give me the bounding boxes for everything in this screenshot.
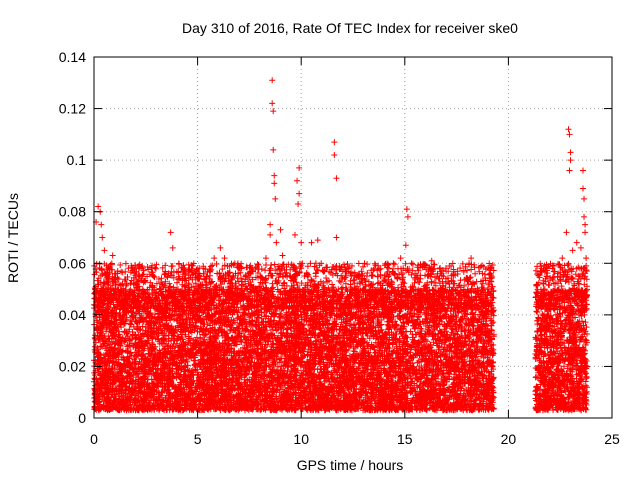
- x-tick-label: 5: [194, 431, 202, 447]
- roti-outlier-point: [101, 247, 108, 254]
- roti-outlier-point: [583, 255, 590, 262]
- roti-outlier-point: [267, 221, 274, 228]
- roti-outlier-point: [295, 200, 302, 207]
- roti-outlier-point: [333, 234, 340, 241]
- roti-outlier-point: [269, 100, 276, 107]
- roti-outlier-point: [99, 234, 106, 241]
- x-tick-label: 25: [604, 431, 620, 447]
- roti-outlier-point: [314, 237, 321, 244]
- y-axis-label: ROTI / TECUs: [5, 193, 21, 283]
- y-tick-label: 0.04: [59, 307, 86, 323]
- roti-outlier-point: [128, 262, 135, 269]
- roti-outlier-point: [581, 195, 588, 202]
- roti-outlier-point: [169, 244, 176, 251]
- roti-outlier-point: [566, 167, 573, 174]
- y-tick-label: 0: [78, 410, 86, 426]
- roti-outlier-point: [298, 239, 305, 246]
- axis-ticks: 0 0.02 0.04 0.06 0.08 0.1 0.12 0.14 0 5 10 15 20 25: [59, 49, 620, 447]
- roti-outlier-point: [273, 239, 280, 246]
- x-tick-label: 0: [90, 431, 98, 447]
- roti-outlier-point: [308, 239, 315, 246]
- roti-outlier-point: [95, 203, 102, 210]
- roti-outlier-point: [402, 242, 409, 249]
- roti-outlier-point: [291, 231, 298, 238]
- roti-outlier-point: [573, 239, 580, 246]
- y-tick-label: 0.14: [59, 49, 86, 65]
- plot-frame: [93, 56, 613, 419]
- roti-outlier-point: [294, 177, 301, 184]
- x-tick-label: 20: [501, 431, 517, 447]
- y-tick-label: 0.08: [59, 204, 86, 220]
- roti-outlier-point: [581, 213, 588, 220]
- y-tick-label: 0.06: [59, 255, 86, 271]
- roti-outlier-point: [563, 229, 570, 236]
- roti-outlier-point: [221, 255, 228, 262]
- y-tick-label: 0.02: [59, 358, 86, 374]
- roti-outlier-point: [98, 221, 105, 228]
- roti-outlier-point: [272, 195, 279, 202]
- roti-outlier-point: [270, 146, 277, 153]
- roti-outlier-point: [403, 206, 410, 213]
- roti-outlier-point: [279, 252, 286, 259]
- roti-outlier-point: [271, 180, 278, 187]
- roti-outlier-point: [567, 149, 574, 156]
- roti-outlier-point: [267, 231, 274, 238]
- roti-outlier-point: [271, 172, 278, 179]
- roti-outlier-point: [579, 185, 586, 192]
- roti-outlier-point: [277, 226, 284, 233]
- roti-outlier-point: [167, 229, 174, 236]
- roti-outlier-point: [262, 255, 269, 262]
- data-points: [91, 77, 590, 414]
- chart-title: Day 310 of 2016, Rate Of TEC Index for r…: [182, 20, 518, 36]
- x-tick-label: 10: [293, 431, 309, 447]
- roti-outlier-point: [582, 229, 589, 236]
- roti-outlier-point: [550, 262, 557, 269]
- roti-point-cloud: [91, 260, 590, 414]
- roti-outlier-point: [333, 175, 340, 182]
- roti-outlier-point: [579, 167, 586, 174]
- roti-outlier-point: [466, 260, 473, 267]
- roti-outlier-point: [269, 77, 276, 84]
- roti-outlier-point: [559, 255, 566, 262]
- y-tick-label: 0.1: [67, 152, 87, 168]
- roti-outlier-point: [428, 257, 435, 264]
- roti-outlier-point: [404, 213, 411, 220]
- roti-outlier-point: [217, 244, 224, 251]
- roti-outlier-point: [468, 255, 475, 262]
- roti-outlier-point: [270, 108, 277, 115]
- x-tick-label: 15: [397, 431, 413, 447]
- roti-outlier-point: [582, 221, 589, 228]
- x-axis-label: GPS time / hours: [297, 457, 404, 473]
- y-tick-label: 0.12: [59, 101, 86, 117]
- roti-outlier-point: [566, 131, 573, 138]
- roti-outlier-point: [331, 139, 338, 146]
- roti-outlier-point: [565, 126, 572, 133]
- roti-outlier-point: [331, 151, 338, 158]
- roti-outlier-point: [296, 164, 303, 171]
- roti-outlier-point: [211, 255, 218, 262]
- roti-outlier-point: [397, 255, 404, 262]
- roti-outlier-point: [540, 280, 547, 287]
- roti-outlier-point: [577, 244, 584, 251]
- roti-outlier-point: [296, 190, 303, 197]
- roti-outlier-point: [111, 270, 118, 277]
- roti-outlier-point: [569, 247, 576, 254]
- roti-outlier-point: [109, 252, 116, 259]
- roti-outlier-point: [567, 157, 574, 164]
